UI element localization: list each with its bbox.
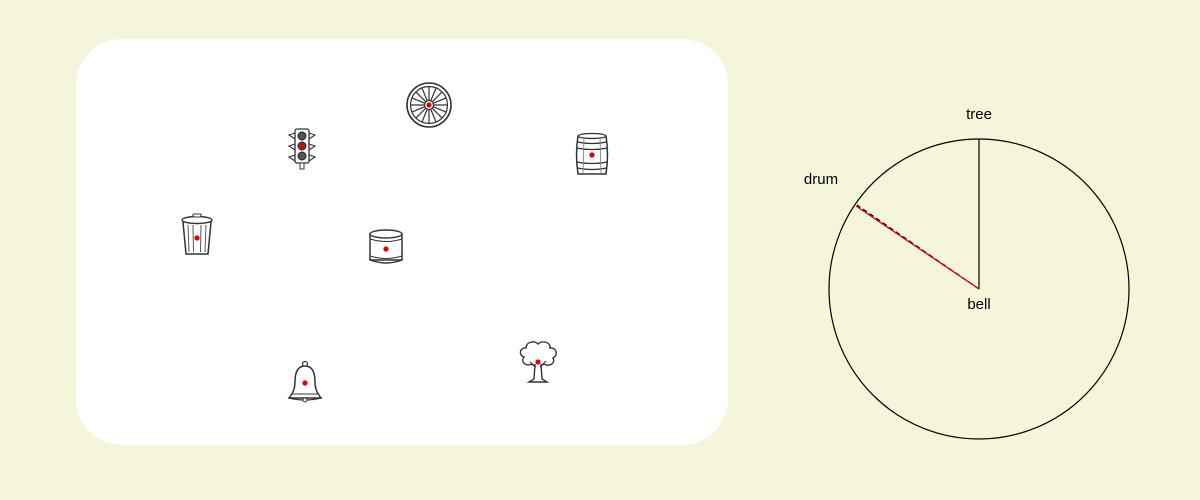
marker-dot (194, 235, 200, 241)
wagon-wheel-object[interactable] (405, 81, 453, 129)
trash-can-object[interactable] (173, 210, 221, 258)
trash-can-icon (181, 213, 213, 255)
marker-dot (383, 246, 389, 252)
wagon-wheel-icon (406, 82, 452, 128)
dial-center-label: bell (967, 296, 990, 313)
marker-dot (535, 359, 541, 365)
barrel-object[interactable] (568, 131, 616, 179)
marker-dot (426, 102, 432, 108)
dial-answer-label: drum (804, 171, 838, 188)
guess-line (856, 204, 980, 290)
drum-object[interactable] (362, 222, 410, 270)
bell-object[interactable] (281, 358, 329, 406)
marker-dot (302, 380, 308, 386)
object-board (76, 39, 728, 445)
marker-dot (589, 152, 595, 158)
traffic-light-object[interactable] (278, 125, 326, 173)
dial-top-label: tree (966, 106, 992, 123)
barrel-icon (575, 132, 609, 175)
bell-icon (287, 360, 323, 403)
tree-icon (519, 341, 557, 383)
dial-circle[interactable] (828, 138, 1130, 440)
traffic-light-icon (287, 128, 317, 170)
tree-object[interactable] (514, 337, 562, 385)
marker-dot (299, 143, 305, 149)
answer-line (855, 205, 980, 290)
drum-icon (369, 229, 403, 264)
